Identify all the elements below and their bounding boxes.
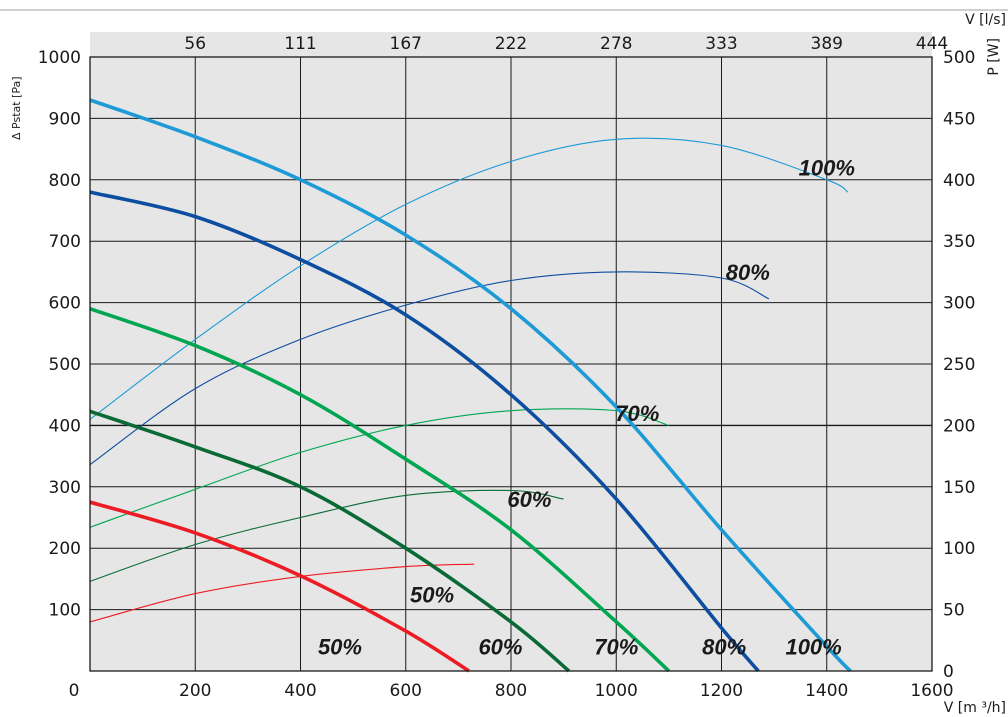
power-curve-70pct [89, 408, 670, 528]
y2-tick-label: 350 [943, 232, 975, 252]
series-label: 100% [799, 156, 855, 181]
series-label: 80% [702, 634, 746, 659]
y2-tick-label: 50 [943, 601, 965, 621]
x-tick-label: 600 [390, 681, 422, 701]
x-tick-label: 200 [179, 681, 211, 701]
y-axis-title: Δ Pstat [Pa] [10, 76, 23, 140]
pressure-curve-100pct [89, 98, 852, 673]
y2-axis-title: P [W] [986, 38, 1002, 76]
grid-lines [90, 57, 932, 671]
x2-tick-label: 278 [600, 34, 632, 54]
x2-tick-label: 222 [495, 34, 527, 54]
x-tick-label: 1400 [805, 681, 848, 701]
pressure-curve-80pct [89, 190, 760, 673]
series-label: 80% [726, 260, 770, 285]
y-tick-label: 500 [49, 355, 81, 375]
power-curve-80pct [89, 271, 770, 466]
x2-tick-label: 111 [284, 34, 316, 54]
x2-tick-label: 167 [390, 34, 422, 54]
x-tick-label: 1200 [700, 681, 743, 701]
y-tick-label: 100 [49, 601, 81, 621]
series-label: 70% [615, 401, 659, 426]
pressure-curve-70pct [89, 307, 671, 673]
x-axis-title: V [m ³/h] [944, 700, 1006, 716]
series-label: 100% [785, 634, 841, 659]
pressure-curve-60pct [89, 409, 571, 673]
x2-tick-label: 333 [705, 34, 737, 54]
x2-tick-label: 444 [916, 34, 948, 54]
y2-tick-label: 500 [943, 48, 975, 68]
y2-tick-label: 200 [943, 416, 975, 436]
y2-tick-label: 100 [943, 539, 975, 559]
y2-tick-label: 0 [943, 662, 954, 682]
y2-tick-label: 250 [943, 355, 975, 375]
x2-tick-label: 389 [811, 34, 843, 54]
pressure-curves [89, 98, 852, 673]
x-tick-label: 1000 [595, 681, 638, 701]
x-tick-label: 800 [495, 681, 527, 701]
x-tick-label: 0 [69, 681, 80, 701]
y-tick-label: 800 [49, 171, 81, 191]
x2-axis-title: V [l/s] [965, 12, 1006, 28]
plot-frame [89, 56, 933, 672]
y2-tick-label: 400 [943, 171, 975, 191]
series-label: 50% [318, 634, 362, 659]
series-label: 60% [507, 487, 551, 512]
power-curve-100pct [89, 137, 849, 420]
y2-tick-label: 450 [943, 109, 975, 129]
series-label: 70% [594, 634, 638, 659]
y-tick-label: 1000 [38, 48, 81, 68]
y2-tick-label: 300 [943, 294, 975, 314]
series-label: 60% [478, 634, 522, 659]
x2-tick-label: 56 [184, 34, 206, 54]
x-tick-label: 400 [284, 681, 316, 701]
y-tick-label: 600 [49, 294, 81, 314]
y-tick-label: 900 [49, 109, 81, 129]
y2-tick-label: 150 [943, 478, 975, 498]
pressure-curve-50pct [89, 500, 470, 673]
y-tick-label: 700 [49, 232, 81, 252]
y-tick-label: 400 [49, 416, 81, 436]
y-tick-label: 300 [49, 478, 81, 498]
series-label: 50% [410, 582, 454, 607]
y-tick-label: 200 [49, 539, 81, 559]
series-labels: 100% 80% 70% 60% 50% 50% 60% 70% 80% 100% [318, 156, 855, 660]
x-tick-label: 1600 [910, 681, 953, 701]
